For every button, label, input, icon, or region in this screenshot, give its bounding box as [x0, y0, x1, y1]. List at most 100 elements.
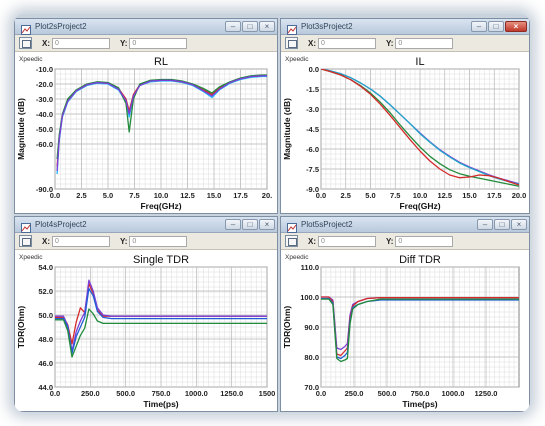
close-button[interactable]: ×: [259, 219, 275, 230]
y-tick-label: -90.0: [36, 185, 53, 194]
y-tick-label: 50.0: [38, 311, 53, 320]
y-coordinate-field[interactable]: 0: [395, 235, 454, 247]
series-line-3: [321, 69, 519, 186]
x-tick-label: 500.0: [378, 389, 397, 398]
window-title: Plot3sProject2: [301, 22, 353, 31]
y-tick-label: 48.0: [38, 335, 53, 344]
plot-area[interactable]: Xpeedic Single TDR 0.0 250.0 500.0 750.0 1000.…: [15, 251, 277, 411]
y-tick-label: -20.0: [36, 80, 53, 89]
y-tick-label: 46.0: [38, 359, 53, 368]
window-titlebar[interactable]: Plot2sProject2 – □ ×: [15, 19, 277, 35]
restore-button[interactable]: □: [494, 219, 510, 230]
x-tick-label: 500.0: [116, 389, 135, 398]
y-tick-label: -9.0: [306, 185, 319, 194]
x-tick-label: 17.5: [233, 191, 248, 200]
window-title: Plot5sProject2: [301, 220, 353, 229]
x-coordinate-field[interactable]: 0: [52, 37, 110, 49]
plot-window-single-tdr[interactable]: Plot4sProject2 – □ × X: 0 Y: 0 Xpeedic Si…: [14, 216, 278, 412]
y-tick-label: -1.5: [306, 85, 319, 94]
minimize-button[interactable]: –: [225, 21, 241, 32]
x-axis-label: Freq(GHz): [399, 201, 440, 211]
x-tick-label: 1000.0: [442, 389, 465, 398]
zoom-fit-button[interactable]: [285, 37, 298, 49]
y-tick-label: 44.0: [38, 383, 53, 392]
app-icon: [287, 22, 297, 35]
x-tick-label: 2.5: [341, 191, 351, 200]
window-titlebar[interactable]: Plot3sProject2 – □ ×: [281, 19, 529, 35]
plot-toolbar: X: 0 Y: 0: [15, 233, 277, 250]
x-tick-label: 10.0: [413, 191, 428, 200]
y-coordinate-field[interactable]: 0: [129, 37, 188, 49]
x-tick-label: 12.5: [437, 191, 452, 200]
minimize-icon: –: [230, 220, 236, 229]
plot-window-diff-tdr[interactable]: Plot5sProject2 – □ × X: 0 Y: 0 Xpeedic Di…: [280, 216, 530, 412]
series-group: [55, 279, 267, 358]
y-coordinate-field[interactable]: 0: [395, 37, 454, 49]
brand-label: Xpeedic: [285, 254, 309, 261]
restore-button[interactable]: □: [488, 21, 504, 32]
x-tick-label: 750.0: [152, 389, 171, 398]
y-tick-label: -50.0: [36, 125, 53, 134]
window-titlebar[interactable]: Plot5sProject2 – □ ×: [281, 217, 529, 233]
restore-button[interactable]: □: [242, 219, 258, 230]
y-tick-label: -10.0: [36, 65, 53, 74]
plot-window-rl[interactable]: Plot2sProject2 – □ × X: 0 Y: 0 Xpeedic RL…: [14, 18, 278, 214]
series-group: [56, 74, 267, 175]
close-button[interactable]: ×: [259, 21, 275, 32]
zoom-fit-button[interactable]: [19, 37, 32, 49]
x-tick-label: 0.0: [316, 191, 326, 200]
minimize-icon: –: [230, 22, 236, 31]
y-label: Y:: [386, 38, 394, 48]
x-tick-label: 20.0: [512, 191, 527, 200]
y-tick-label: 100.0: [300, 293, 319, 302]
minimize-button[interactable]: –: [471, 21, 487, 32]
y-axis-label: TDR(Ohm): [282, 306, 292, 349]
close-button[interactable]: ×: [511, 219, 527, 230]
workspace: Plot2sProject2 – □ × X: 0 Y: 0 Xpeedic RL…: [14, 14, 530, 412]
plot-window-il[interactable]: Plot3sProject2 – □ × X: 0 Y: 0 Xpeedic IL…: [280, 18, 530, 214]
x-tick-label: 17.5: [487, 191, 502, 200]
y-tick-label: -30.0: [36, 95, 53, 104]
series-line-3: [55, 308, 267, 358]
series-group: [321, 296, 519, 363]
x-tick-label: 0.0: [50, 191, 60, 200]
x-tick-label: 12.5: [180, 191, 195, 200]
y-tick-label: 90.0: [304, 323, 319, 332]
minimize-icon: –: [476, 22, 482, 31]
y-label: Y:: [120, 38, 128, 48]
y-tick-label: 70.0: [304, 383, 319, 392]
series-line-3: [56, 75, 267, 172]
x-coordinate-field[interactable]: 0: [318, 37, 376, 49]
zoom-fit-button[interactable]: [19, 235, 32, 247]
zoom-fit-button[interactable]: [285, 235, 298, 247]
y-axis-label: Magnitude (dB): [282, 98, 292, 160]
restore-button[interactable]: □: [242, 21, 258, 32]
x-coordinate-field[interactable]: 0: [318, 235, 376, 247]
plot-area[interactable]: Xpeedic Diff TDR 0.0 250.0 500.0 750.0 1000.0 1…: [281, 251, 529, 411]
x-tick-label: 5.0: [365, 191, 375, 200]
brand-label: Xpeedic: [19, 56, 43, 63]
series-line-1: [321, 69, 519, 185]
x-label: X:: [308, 236, 316, 246]
minimize-button[interactable]: –: [225, 219, 241, 230]
brand-label: Xpeedic: [19, 254, 43, 261]
close-icon: ×: [264, 22, 270, 31]
minimize-button[interactable]: –: [477, 219, 493, 230]
x-axis-label: Time(ps): [402, 399, 437, 409]
window-titlebar[interactable]: Plot4sProject2 – □ ×: [15, 217, 277, 233]
y-coordinate-field[interactable]: 0: [129, 235, 188, 247]
y-axis-label: TDR(Ohm): [16, 306, 26, 349]
y-tick-label: -3.0: [306, 105, 319, 114]
window-title: Plot2sProject2: [35, 22, 87, 31]
close-button[interactable]: ×: [505, 21, 527, 32]
x-tick-label: 250.0: [345, 389, 364, 398]
y-tick-label: 54.0: [38, 263, 53, 272]
plot-area[interactable]: Xpeedic RL 0.0 2.5 5.0 7.5 10.0 12.5 15.0 17.5 20.…: [15, 53, 277, 213]
x-tick-label: 250.0: [81, 389, 100, 398]
restore-icon: □: [247, 22, 253, 31]
x-coordinate-field[interactable]: 0: [52, 235, 110, 247]
close-icon: ×: [513, 22, 519, 31]
chart-svg: Xpeedic RL 0.0 2.5 5.0 7.5 10.0 12.5 15.0 17.5 20.…: [16, 56, 272, 211]
plot-area[interactable]: Xpeedic IL 0.0 2.5 5.0 7.5 10.0 12.5 15.0 17.5 20.…: [281, 53, 529, 213]
x-tick-label: 20.: [262, 191, 272, 200]
